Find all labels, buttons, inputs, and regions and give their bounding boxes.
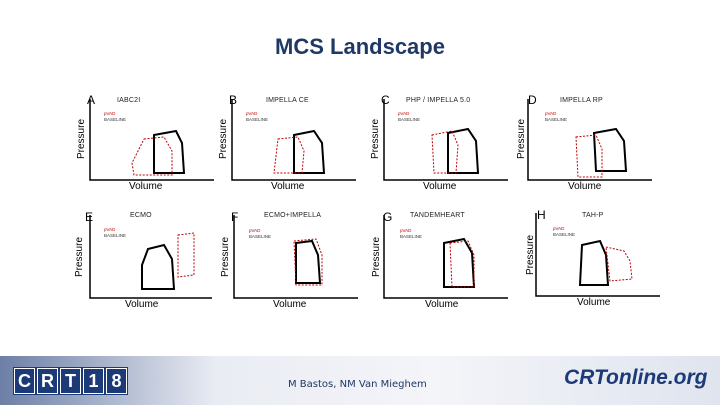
pv-loop-graph <box>89 215 212 299</box>
y-axis-label: Pressure <box>525 234 536 275</box>
panel-letter: E <box>85 210 94 224</box>
x-axis-label: Volume <box>273 299 307 310</box>
panel-label: TANDEMHEART <box>410 212 465 219</box>
pv-loop-graph <box>535 213 660 297</box>
panel-letter: H <box>537 208 546 222</box>
panel-letter: B <box>229 93 238 107</box>
legend: pVAD BASELINE <box>249 228 272 239</box>
pv-loop-graph <box>233 215 358 299</box>
pv-loop-panel-c: C PHP / IMPELLA 5.0 pVAD BASELINE Pressur… <box>368 93 518 211</box>
panel-label: PHP / IMPELLA 5.0 <box>406 97 471 104</box>
pv-loop-panel-f: F ECMO+IMPELLA pVAD BASELINE Pressure Vol… <box>218 209 368 327</box>
pv-loop-graph <box>527 99 652 181</box>
panel-label: IABC2I <box>117 97 141 104</box>
legend: pVAD BASELINE <box>246 111 269 122</box>
panel-letter: A <box>87 93 96 107</box>
legend: pVAD BASELINE <box>400 228 423 239</box>
pv-loop-graph <box>383 99 508 181</box>
x-axis-label: Volume <box>125 299 159 310</box>
crt18-logo: C R T 1 8 <box>14 368 127 394</box>
legend: pVAD BASELINE <box>545 111 568 122</box>
pv-loop-panel-g: G TANDEMHEART pVAD BASELINE Pressure Volu… <box>368 209 518 327</box>
pv-loop-panel-d: D IMPELLA RP pVAD BASELINE Pressure Volum… <box>512 93 662 211</box>
x-axis-label: Volume <box>568 181 602 192</box>
pv-loop-panel-e: E ECMO pVAD BASELINE Pressure Volume <box>72 209 222 327</box>
y-axis-label: Pressure <box>371 236 382 277</box>
y-axis-label: Pressure <box>218 118 229 159</box>
y-axis-label: Pressure <box>220 236 231 277</box>
y-axis-label: Pressure <box>76 118 87 159</box>
x-axis-label: Volume <box>425 299 459 310</box>
pv-loop-panel-h: H TAH-P pVAD BASELINE Pressure Volume <box>520 207 670 325</box>
pv-loop-graph <box>383 215 508 299</box>
legend: pVAD BASELINE <box>104 227 127 238</box>
pv-loop-panel-a: A IABC2I pVAD BASELINE Pressure Volume <box>74 93 224 211</box>
panel-label: TAH-P <box>582 212 604 219</box>
y-axis-label: Pressure <box>370 118 381 159</box>
panel-label: ECMO+IMPELLA <box>264 212 322 219</box>
panel-label: IMPELLA CE <box>266 97 309 104</box>
y-axis-label: Pressure <box>74 236 85 277</box>
panel-letter: F <box>231 210 239 224</box>
x-axis-label: Volume <box>271 181 305 192</box>
y-axis-label: Pressure <box>516 118 527 159</box>
pv-loop-graph <box>231 99 356 181</box>
pv-loop-graph <box>89 99 214 181</box>
panel-letter: C <box>381 93 390 107</box>
footer-bar: C R T 1 8 M Bastos, NM Van Mieghem CRTon… <box>0 356 720 405</box>
legend: pVAD BASELINE <box>398 111 421 122</box>
x-axis-label: Volume <box>577 297 611 308</box>
panel-label: IMPELLA RP <box>560 97 603 104</box>
x-axis-label: Volume <box>129 181 163 192</box>
authors-text: M Bastos, NM Van Mieghem <box>288 379 427 390</box>
legend: pVAD BASELINE <box>553 226 576 237</box>
panel-letter: G <box>383 210 393 224</box>
panel-letter: D <box>528 93 537 107</box>
legend: pVAD BASELINE <box>104 111 127 122</box>
pv-loop-panel-b: B IMPELLA CE pVAD BASELINE Pressure Volum… <box>216 93 366 211</box>
crtonline-logo: CRTonline.org <box>564 366 708 389</box>
panel-label: ECMO <box>130 212 152 219</box>
slide-title: MCS Landscape <box>275 34 445 59</box>
x-axis-label: Volume <box>423 181 457 192</box>
